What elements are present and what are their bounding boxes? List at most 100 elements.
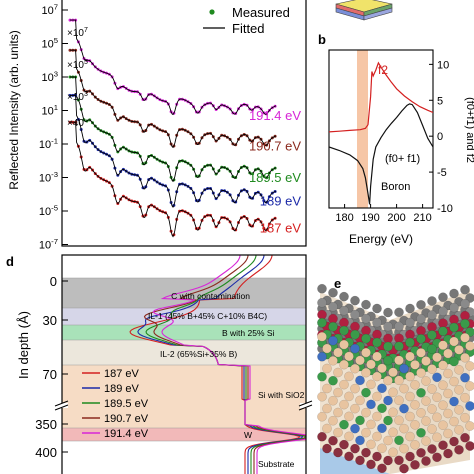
atom (350, 295, 360, 306)
atom (465, 361, 474, 371)
panel-b-f2-label: f2 (378, 63, 388, 77)
atom (416, 347, 426, 358)
atom (377, 423, 387, 434)
atom (366, 419, 376, 430)
atom (438, 420, 448, 431)
atom (460, 284, 470, 295)
atom (344, 391, 354, 402)
atom (322, 403, 332, 414)
atom (339, 291, 349, 302)
atom (328, 435, 338, 446)
ytick-label: 5 (437, 95, 443, 107)
atom (454, 404, 464, 415)
atom (366, 399, 376, 410)
panel-d-letter: d (6, 254, 14, 269)
atom (449, 322, 459, 333)
atom (383, 415, 393, 426)
atom (416, 299, 426, 310)
ytick-label: 350 (35, 417, 57, 432)
legend-label: 190.7 eV (104, 413, 149, 425)
atom (405, 431, 415, 442)
atom (328, 321, 338, 332)
atom (449, 288, 459, 299)
atom (383, 455, 393, 466)
atom (405, 351, 415, 362)
layer-band (62, 340, 306, 365)
atom (388, 427, 398, 438)
atom (317, 371, 327, 382)
atom (410, 379, 420, 390)
atom (372, 303, 382, 314)
atom (394, 307, 404, 318)
atom (416, 407, 426, 418)
atom (427, 444, 437, 454)
atom (383, 395, 393, 406)
atom (322, 343, 332, 354)
panel-d-legend: 187 eV 189 eV 189.5 eV 190.7 eV 191.4 eV (82, 368, 149, 440)
atom (361, 333, 371, 344)
legend-measured-label: Measured (232, 5, 290, 20)
atom (432, 392, 442, 403)
ytick-label: 10-3 (39, 170, 58, 184)
layer-label: W (244, 430, 252, 440)
atom (339, 339, 349, 350)
atom (421, 436, 431, 446)
profile-line (152, 255, 306, 474)
atom (333, 407, 343, 418)
atom (339, 439, 349, 450)
atom (410, 419, 420, 430)
atom (355, 435, 365, 446)
atom (350, 443, 360, 454)
curve-label: 191.4 eV (249, 108, 301, 123)
atom (405, 391, 415, 402)
atom (416, 367, 426, 378)
atom (432, 352, 442, 363)
fitted-line (70, 76, 277, 183)
atom (405, 303, 415, 314)
ytick-label: -5 (437, 167, 447, 179)
atom (454, 364, 464, 375)
atom (377, 363, 387, 374)
atom (361, 299, 371, 310)
atom (438, 380, 448, 391)
panel-b-f0f1-label: (f0+ f1) (385, 153, 420, 165)
atom (372, 317, 382, 328)
atom (333, 447, 343, 458)
atom (333, 387, 343, 398)
atom (465, 381, 474, 391)
atom (366, 459, 376, 470)
atom (383, 321, 393, 332)
atom (328, 415, 338, 426)
atom (416, 387, 426, 398)
atom (465, 421, 474, 431)
atom (443, 408, 453, 419)
layer-label: C with contamination (171, 291, 250, 301)
atom (333, 367, 343, 378)
atom (377, 383, 387, 394)
atom (333, 347, 343, 358)
layer-band (62, 441, 306, 474)
layer-label: Si with SiO2 (258, 390, 305, 400)
atom (438, 326, 448, 337)
curve-label: 187 eV (260, 220, 302, 235)
atom (317, 283, 327, 294)
atom (372, 431, 382, 442)
ytick-label: 70 (43, 367, 57, 382)
atom (421, 396, 431, 406)
atom (443, 428, 453, 439)
atom (465, 401, 474, 411)
atom (344, 351, 354, 362)
atom (449, 336, 459, 347)
legend-measured-marker (209, 9, 215, 15)
atom (383, 355, 393, 366)
atom (432, 452, 442, 463)
atom (460, 412, 470, 423)
xtick-label: 180 (335, 212, 353, 224)
panel-a-curves (68, 18, 277, 238)
atom (372, 391, 382, 402)
legend-label: 187 eV (104, 368, 140, 380)
atom (317, 351, 327, 362)
atom (405, 371, 415, 382)
atom (361, 407, 371, 418)
